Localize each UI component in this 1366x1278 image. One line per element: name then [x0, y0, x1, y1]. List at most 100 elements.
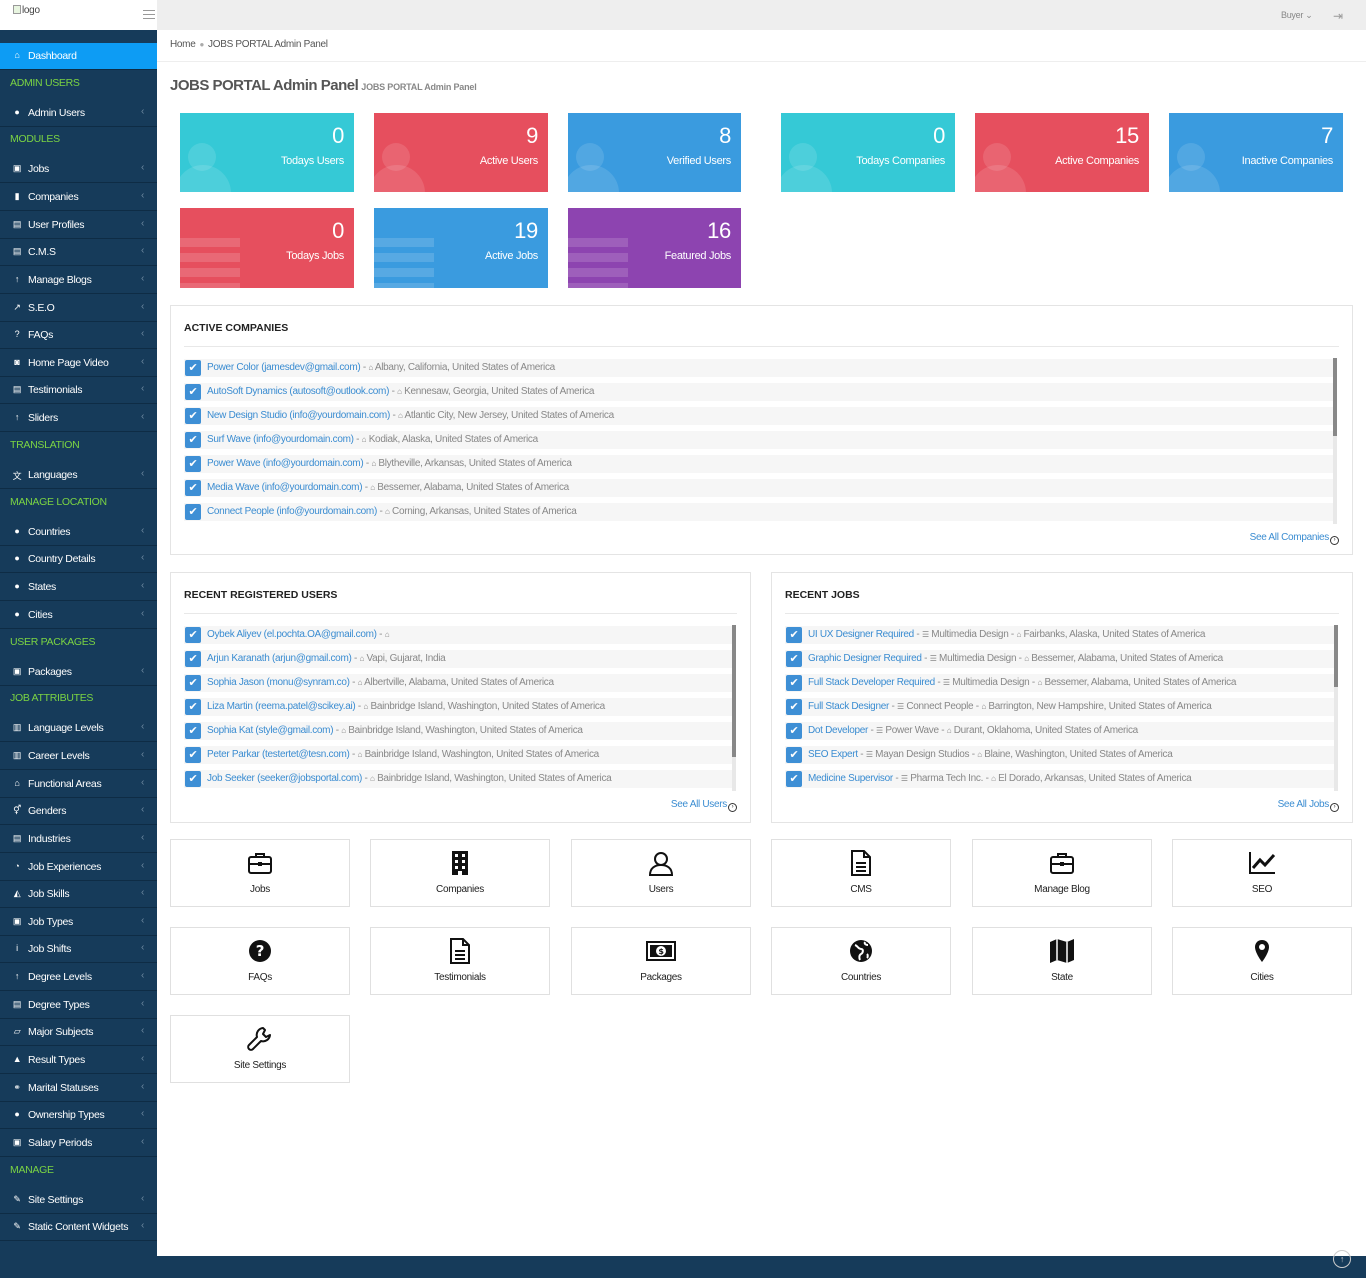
list-item[interactable]: ✔ Arjun Karanath (arjun@gmail.com) - ⌂ Va…: [184, 647, 734, 671]
scrollbar[interactable]: [1333, 358, 1337, 524]
list-item-link[interactable]: Power Color (jamesdev@gmail.com): [207, 362, 361, 373]
sidebar-item-home-page-video[interactable]: ◙ Home Page Video ‹: [0, 350, 157, 377]
sidebar-item-sliders[interactable]: ↑ Sliders ‹: [0, 405, 157, 432]
stat-card-todays-companies[interactable]: 0 Todays Companies: [781, 113, 955, 192]
stat-card-todays-jobs[interactable]: 0 Todays Jobs: [180, 208, 354, 288]
stat-card-featured-jobs[interactable]: 16 Featured Jobs: [568, 208, 741, 288]
sidebar-item-companies[interactable]: ▮ Companies ‹: [0, 184, 157, 211]
list-item-link[interactable]: Full Stack Designer: [808, 701, 889, 712]
list-item[interactable]: ✔ Liza Martin (reema.patel@scikey.ai) - ⌂…: [184, 695, 734, 719]
logo[interactable]: logo: [13, 5, 40, 16]
quick-link-manage-blog[interactable]: Manage Blog: [972, 839, 1152, 907]
sidebar-item-dashboard[interactable]: ⌂ Dashboard: [0, 43, 157, 70]
list-item[interactable]: ✔ SEO Expert - ☰ Mayan Design Studios - ⌂…: [785, 743, 1335, 767]
sidebar-item-languages[interactable]: 文 Languages ‹: [0, 462, 157, 489]
list-item-link[interactable]: Surf Wave (info@yourdomain.com): [207, 434, 354, 445]
sidebar-item-genders[interactable]: ⚥ Genders ‹: [0, 798, 157, 825]
sidebar-item-functional-areas[interactable]: ⌂ Functional Areas ‹: [0, 771, 157, 798]
sidebar-item-salary-periods[interactable]: ▣ Salary Periods ‹: [0, 1130, 157, 1157]
sidebar-item-user-profiles[interactable]: ▤ User Profiles ‹: [0, 212, 157, 239]
sidebar-item-major-subjects[interactable]: ▱ Major Subjects ‹: [0, 1019, 157, 1046]
list-item-link[interactable]: Medicine Supervisor: [808, 773, 893, 784]
sidebar-item-industries[interactable]: ▤ Industries ‹: [0, 826, 157, 853]
scrollbar[interactable]: [1334, 625, 1338, 791]
scrollbar-thumb[interactable]: [1333, 358, 1337, 436]
logout-icon[interactable]: ⇥: [1333, 9, 1343, 23]
list-item[interactable]: ✔ New Design Studio (info@yourdomain.com)…: [184, 404, 1334, 428]
quick-link-packages[interactable]: $ Packages: [571, 927, 751, 995]
quick-link-companies[interactable]: Companies: [370, 839, 550, 907]
sidebar-item-degree-types[interactable]: ▤ Degree Types ‹: [0, 992, 157, 1019]
quick-link-cms[interactable]: CMS: [771, 839, 951, 907]
list-item-link[interactable]: Dot Developer: [808, 725, 869, 736]
sidebar-item-ownership-types[interactable]: ● Ownership Types ‹: [0, 1102, 157, 1129]
back-to-top-icon[interactable]: ↑: [1333, 1250, 1351, 1268]
sidebar-item-marital-statuses[interactable]: ⚭ Marital Statuses ‹: [0, 1075, 157, 1102]
list-item[interactable]: ✔ Media Wave (info@yourdomain.com) - ⌂ Be…: [184, 476, 1334, 500]
sidebar-item-career-levels[interactable]: ▥ Career Levels ‹: [0, 743, 157, 770]
list-item[interactable]: ✔ Oybek Aliyev (el.pochta.OA@gmail.com) -…: [184, 623, 734, 647]
list-item[interactable]: ✔ Job Seeker (seeker@jobsportal.com) - ⌂ …: [184, 767, 734, 791]
sidebar-item-site-settings[interactable]: ✎ Site Settings ‹: [0, 1187, 157, 1214]
quick-link-seo[interactable]: SEO: [1172, 839, 1352, 907]
list-item-link[interactable]: AutoSoft Dynamics (autosoft@outlook.com): [207, 386, 390, 397]
sidebar-item-cities[interactable]: ● Cities ‹: [0, 602, 157, 629]
list-item[interactable]: ✔ AutoSoft Dynamics (autosoft@outlook.com…: [184, 380, 1334, 404]
list-item[interactable]: ✔ Power Wave (info@yourdomain.com) - ⌂ Bl…: [184, 452, 1334, 476]
list-item[interactable]: ✔ Medicine Supervisor - ☰ Pharma Tech Inc…: [785, 767, 1335, 791]
sidebar-item-packages[interactable]: ▣ Packages ‹: [0, 659, 157, 686]
sidebar-item-jobs[interactable]: ▣ Jobs ‹: [0, 156, 157, 183]
sidebar-item-s-e-o[interactable]: ↗ S.E.O ‹: [0, 295, 157, 322]
list-item-link[interactable]: Media Wave (info@yourdomain.com): [207, 482, 363, 493]
scrollbar[interactable]: [732, 625, 736, 791]
list-item-link[interactable]: Connect People (info@yourdomain.com): [207, 506, 377, 517]
list-item[interactable]: ✔ Sophia Kat (style@gmail.com) - ⌂ Bainbr…: [184, 719, 734, 743]
list-item-link[interactable]: Job Seeker (seeker@jobsportal.com): [207, 773, 363, 784]
list-item[interactable]: ✔ Dot Developer - ☰ Power Wave - ⌂ Durant…: [785, 719, 1335, 743]
list-item-link[interactable]: Peter Parkar (testertet@tesn.com): [207, 749, 350, 760]
list-item[interactable]: ✔ Full Stack Developer Required - ☰ Multi…: [785, 671, 1335, 695]
breadcrumb-home-link[interactable]: Home: [170, 39, 196, 50]
list-item-link[interactable]: New Design Studio (info@yourdomain.com): [207, 410, 390, 421]
quick-link-jobs[interactable]: Jobs: [170, 839, 350, 907]
list-item-link[interactable]: Arjun Karanath (arjun@gmail.com): [207, 653, 352, 664]
sidebar-item-testimonials[interactable]: ▤ Testimonials ‹: [0, 377, 157, 404]
quick-link-state[interactable]: State: [972, 927, 1152, 995]
list-item[interactable]: ✔ Graphic Designer Required - ☰ Multimedi…: [785, 647, 1335, 671]
list-item[interactable]: ✔ Surf Wave (info@yourdomain.com) - ⌂ Kod…: [184, 428, 1334, 452]
sidebar-item-language-levels[interactable]: ▥ Language Levels ‹: [0, 715, 157, 742]
list-item[interactable]: ✔ UI UX Designer Required - ☰ Multimedia …: [785, 623, 1335, 647]
list-item-link[interactable]: SEO Expert: [808, 749, 858, 760]
quick-link-faqs[interactable]: ? FAQs: [170, 927, 350, 995]
sidebar-item-job-types[interactable]: ▣ Job Types ‹: [0, 909, 157, 936]
quick-link-countries[interactable]: Countries: [771, 927, 951, 995]
list-item[interactable]: ✔ Peter Parkar (testertet@tesn.com) - ⌂ B…: [184, 743, 734, 767]
quick-link-users[interactable]: Users: [571, 839, 751, 907]
sidebar-item-admin-users[interactable]: ● Admin Users ‹: [0, 100, 157, 127]
quick-link-testimonials[interactable]: Testimonials: [370, 927, 550, 995]
list-item-link[interactable]: Liza Martin (reema.patel@scikey.ai): [207, 701, 356, 712]
sidebar-item-c-m-s[interactable]: ▤ C.M.S ‹: [0, 239, 157, 266]
sidebar-item-static-content-widgets[interactable]: ✎ Static Content Widgets ‹: [0, 1214, 157, 1241]
stat-card-active-jobs[interactable]: 19 Active Jobs: [374, 208, 548, 288]
see-all-jobs-link[interactable]: See All Jobs ›: [1278, 799, 1339, 812]
see-all-companies-link[interactable]: See All Companies ›: [1250, 532, 1339, 545]
sidebar-item-country-details[interactable]: ● Country Details ‹: [0, 546, 157, 573]
sidebar-item-faqs[interactable]: ? FAQs ‹: [0, 322, 157, 349]
quick-link-cities[interactable]: Cities: [1172, 927, 1352, 995]
stat-card-active-companies[interactable]: 15 Active Companies: [975, 113, 1149, 192]
see-all-users-link[interactable]: See All Users ›: [671, 799, 737, 812]
list-item[interactable]: ✔ Sophia Jason (monu@synram.co) - ⌂ Alber…: [184, 671, 734, 695]
sidebar-item-result-types[interactable]: ▲ Result Types ‹: [0, 1047, 157, 1074]
stat-card-inactive-companies[interactable]: 7 Inactive Companies: [1169, 113, 1343, 192]
sidebar-item-manage-blogs[interactable]: ↑ Manage Blogs ‹: [0, 267, 157, 294]
sidebar-item-job-experiences[interactable]: ◔ Job Experiences ‹: [0, 854, 157, 881]
menu-toggle-icon[interactable]: [143, 10, 155, 19]
list-item-link[interactable]: Oybek Aliyev (el.pochta.OA@gmail.com): [207, 629, 377, 640]
list-item-link[interactable]: Sophia Kat (style@gmail.com): [207, 725, 334, 736]
sidebar-item-countries[interactable]: ● Countries ‹: [0, 519, 157, 546]
list-item-link[interactable]: Graphic Designer Required: [808, 653, 922, 664]
stat-card-active-users[interactable]: 9 Active Users: [374, 113, 548, 192]
stat-card-verified-users[interactable]: 8 Verified Users: [568, 113, 741, 192]
scrollbar-thumb[interactable]: [1334, 625, 1338, 687]
